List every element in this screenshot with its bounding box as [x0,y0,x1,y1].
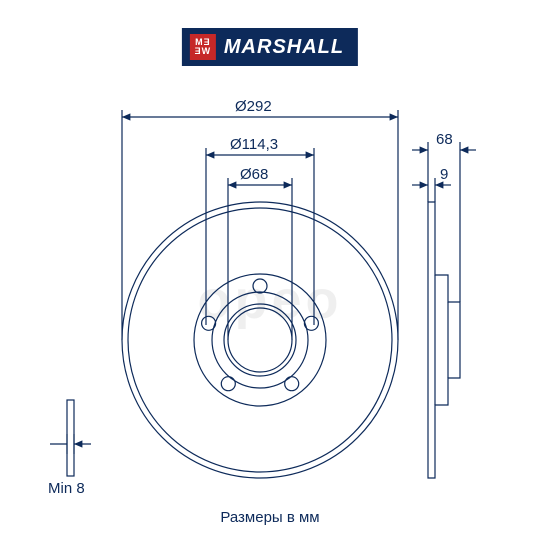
dim-label-d114: Ø114,3 [230,136,278,153]
brand-name: MARSHALL [224,36,344,59]
dim-label-d68: Ø68 [240,166,268,183]
dimension-width-68: 68 [412,131,476,302]
brand-badge: MƎ ƎW [190,34,216,60]
dimension-d68: Ø68 [228,166,292,340]
dimension-width-9: 9 [412,166,451,202]
disc-side-view [428,202,460,478]
dimension-d114: Ø114,3 [206,136,314,325]
badge-line-2: ƎW [195,47,212,56]
dim-label-w9: 9 [440,166,448,183]
dim-min-thickness: Min 8 [48,480,85,497]
dim-label-w68: 68 [436,131,453,148]
technical-diagram: Min 8 Ø292 Ø114,3 Ø68 68 [0,80,540,510]
units-caption: Размеры в мм [0,509,540,526]
disc-front-view [122,202,398,478]
brand-logo: MƎ ƎW MARSHALL [182,28,358,66]
dim-label-d292: Ø292 [235,98,272,115]
diagram-svg: Min 8 Ø292 Ø114,3 Ø68 68 [0,80,540,510]
min-thickness-view: Min 8 [48,400,91,497]
